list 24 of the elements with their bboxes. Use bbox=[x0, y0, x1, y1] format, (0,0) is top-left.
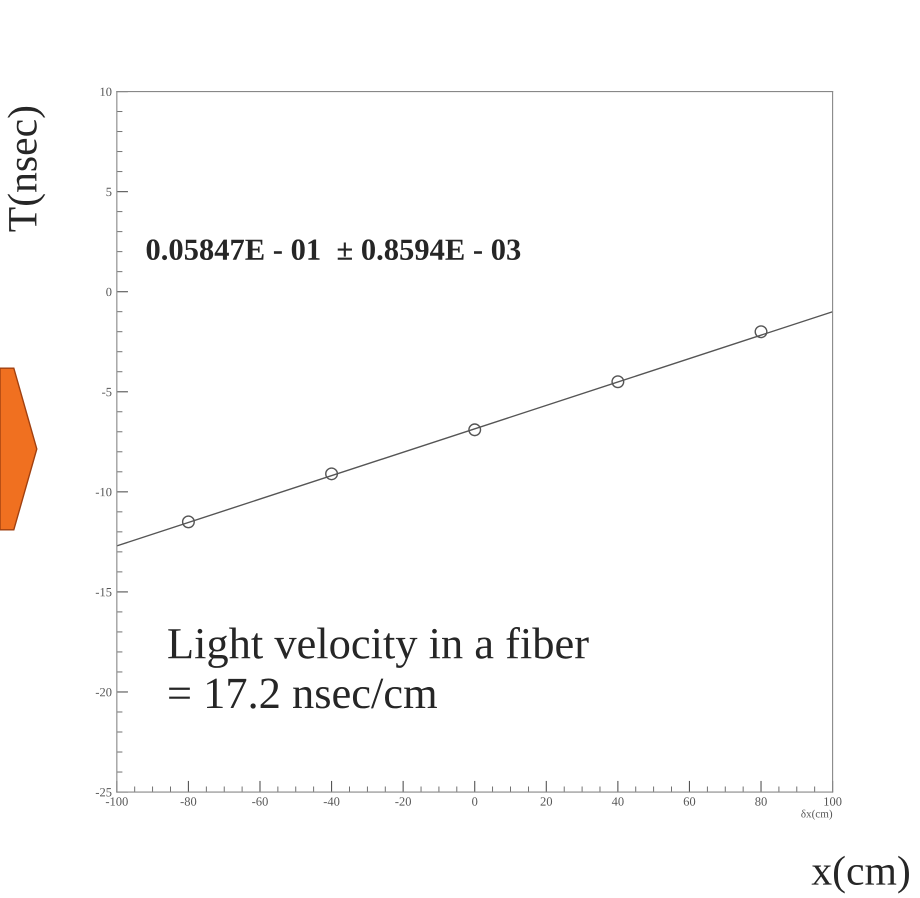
annotation: 0.05847E - 01 ± 0.8594E - 03 bbox=[146, 239, 520, 260]
x-tick-label: 20 bbox=[540, 797, 552, 806]
x-tick-label: -20 bbox=[395, 797, 411, 806]
y-tick-label: -15 bbox=[96, 588, 112, 596]
x-tick-label: 100 bbox=[824, 797, 842, 806]
y-axis-title: T(nsec) bbox=[7, 106, 46, 232]
x-tick-label: -100 bbox=[106, 797, 128, 806]
annotation: Light velocity in a fiber = 17.2 nsec/cm bbox=[168, 627, 589, 709]
x-tick-label: -40 bbox=[324, 797, 340, 806]
x-tick-label: 80 bbox=[755, 797, 767, 806]
x-tick-label: -80 bbox=[180, 797, 196, 806]
y-tick-label: -5 bbox=[102, 388, 112, 396]
y-tick-label: 0 bbox=[106, 288, 112, 296]
y-tick-label: -20 bbox=[96, 688, 112, 696]
x-tick-label: 60 bbox=[684, 797, 696, 806]
x-axis-title: δx(cm) bbox=[801, 810, 832, 820]
x-tick-label: 40 bbox=[612, 797, 624, 806]
x-tick-label: 0 bbox=[472, 797, 478, 806]
y-tick-label: -25 bbox=[96, 788, 112, 796]
x-tick-label: -60 bbox=[252, 797, 268, 806]
y-tick-label: 5 bbox=[106, 188, 112, 196]
y-tick-label: 10 bbox=[100, 88, 112, 96]
text: x(cm) bbox=[812, 856, 909, 894]
y-tick-label: -10 bbox=[96, 488, 112, 496]
